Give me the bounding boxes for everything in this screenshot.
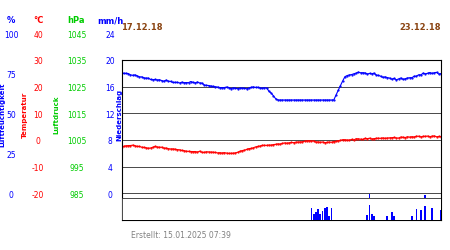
Bar <box>420 210 422 220</box>
Bar <box>310 198 312 220</box>
Bar <box>331 208 333 220</box>
Bar <box>328 216 330 220</box>
Text: 20: 20 <box>105 57 115 66</box>
Text: °C: °C <box>33 16 44 25</box>
Bar <box>440 210 442 220</box>
Bar <box>315 206 317 220</box>
Text: 1035: 1035 <box>67 57 86 66</box>
Text: 30: 30 <box>33 57 43 66</box>
Bar <box>324 208 326 220</box>
Text: 100: 100 <box>4 30 18 40</box>
Text: -20: -20 <box>32 190 45 200</box>
Text: 985: 985 <box>69 190 84 200</box>
Bar <box>313 210 315 220</box>
Text: 20: 20 <box>33 84 43 93</box>
Text: 50: 50 <box>6 110 16 120</box>
Bar <box>393 216 395 220</box>
Bar <box>326 208 328 220</box>
Bar <box>366 215 368 220</box>
Text: Niederschlag: Niederschlag <box>116 89 122 141</box>
Bar <box>328 214 330 220</box>
Bar <box>387 216 388 220</box>
Bar <box>322 204 324 220</box>
Bar <box>322 211 324 220</box>
Text: 1045: 1045 <box>67 30 86 40</box>
Bar <box>371 210 373 220</box>
Bar <box>369 205 370 220</box>
Text: 23.12.18: 23.12.18 <box>400 24 441 32</box>
Text: 0: 0 <box>9 190 14 200</box>
Text: 40: 40 <box>33 30 43 40</box>
Text: Erstellt: 15.01.2025 07:39: Erstellt: 15.01.2025 07:39 <box>130 231 230 240</box>
Bar <box>424 206 426 220</box>
Text: 10: 10 <box>33 110 43 120</box>
Text: 17.12.18: 17.12.18 <box>122 24 163 32</box>
Text: 4: 4 <box>108 164 112 173</box>
Text: mm/h: mm/h <box>97 16 123 25</box>
Bar <box>326 198 328 220</box>
Text: -10: -10 <box>32 164 45 173</box>
Bar <box>411 213 413 220</box>
Text: 24: 24 <box>105 30 115 40</box>
Text: 25: 25 <box>6 150 16 160</box>
Bar <box>373 216 375 220</box>
Text: 12: 12 <box>105 110 115 120</box>
Text: Luftfeuchtigkeit: Luftfeuchtigkeit <box>0 83 5 147</box>
Bar <box>313 214 315 220</box>
Bar <box>317 201 319 220</box>
Text: 995: 995 <box>69 164 84 173</box>
Bar <box>440 203 442 220</box>
Bar <box>431 200 433 220</box>
Text: 1015: 1015 <box>67 110 86 120</box>
Bar <box>431 208 433 220</box>
Text: 0: 0 <box>36 137 40 146</box>
Bar <box>331 198 333 220</box>
Bar <box>320 214 321 220</box>
Bar <box>420 202 422 220</box>
Bar <box>387 214 388 220</box>
Text: 75: 75 <box>6 70 16 80</box>
Bar <box>391 206 393 220</box>
Bar <box>393 214 395 220</box>
Bar <box>317 209 319 220</box>
Bar <box>411 216 413 220</box>
Text: Temperatur: Temperatur <box>22 92 28 138</box>
Text: 0: 0 <box>108 190 112 200</box>
Text: 16: 16 <box>105 84 115 93</box>
Text: %: % <box>7 16 15 25</box>
Bar <box>315 212 317 220</box>
Bar <box>373 212 375 220</box>
Bar <box>320 209 321 220</box>
Bar <box>391 212 393 220</box>
Bar <box>369 194 370 220</box>
Bar <box>424 195 426 220</box>
Text: 8: 8 <box>108 137 112 146</box>
Bar <box>371 214 373 220</box>
Bar <box>415 201 417 220</box>
Text: Luftdruck: Luftdruck <box>53 96 59 134</box>
Text: 1025: 1025 <box>67 84 86 93</box>
Bar <box>310 208 312 220</box>
Bar <box>366 212 368 220</box>
Bar <box>415 209 417 220</box>
Text: hPa: hPa <box>68 16 85 25</box>
Bar <box>324 200 326 220</box>
Text: 1005: 1005 <box>67 137 86 146</box>
